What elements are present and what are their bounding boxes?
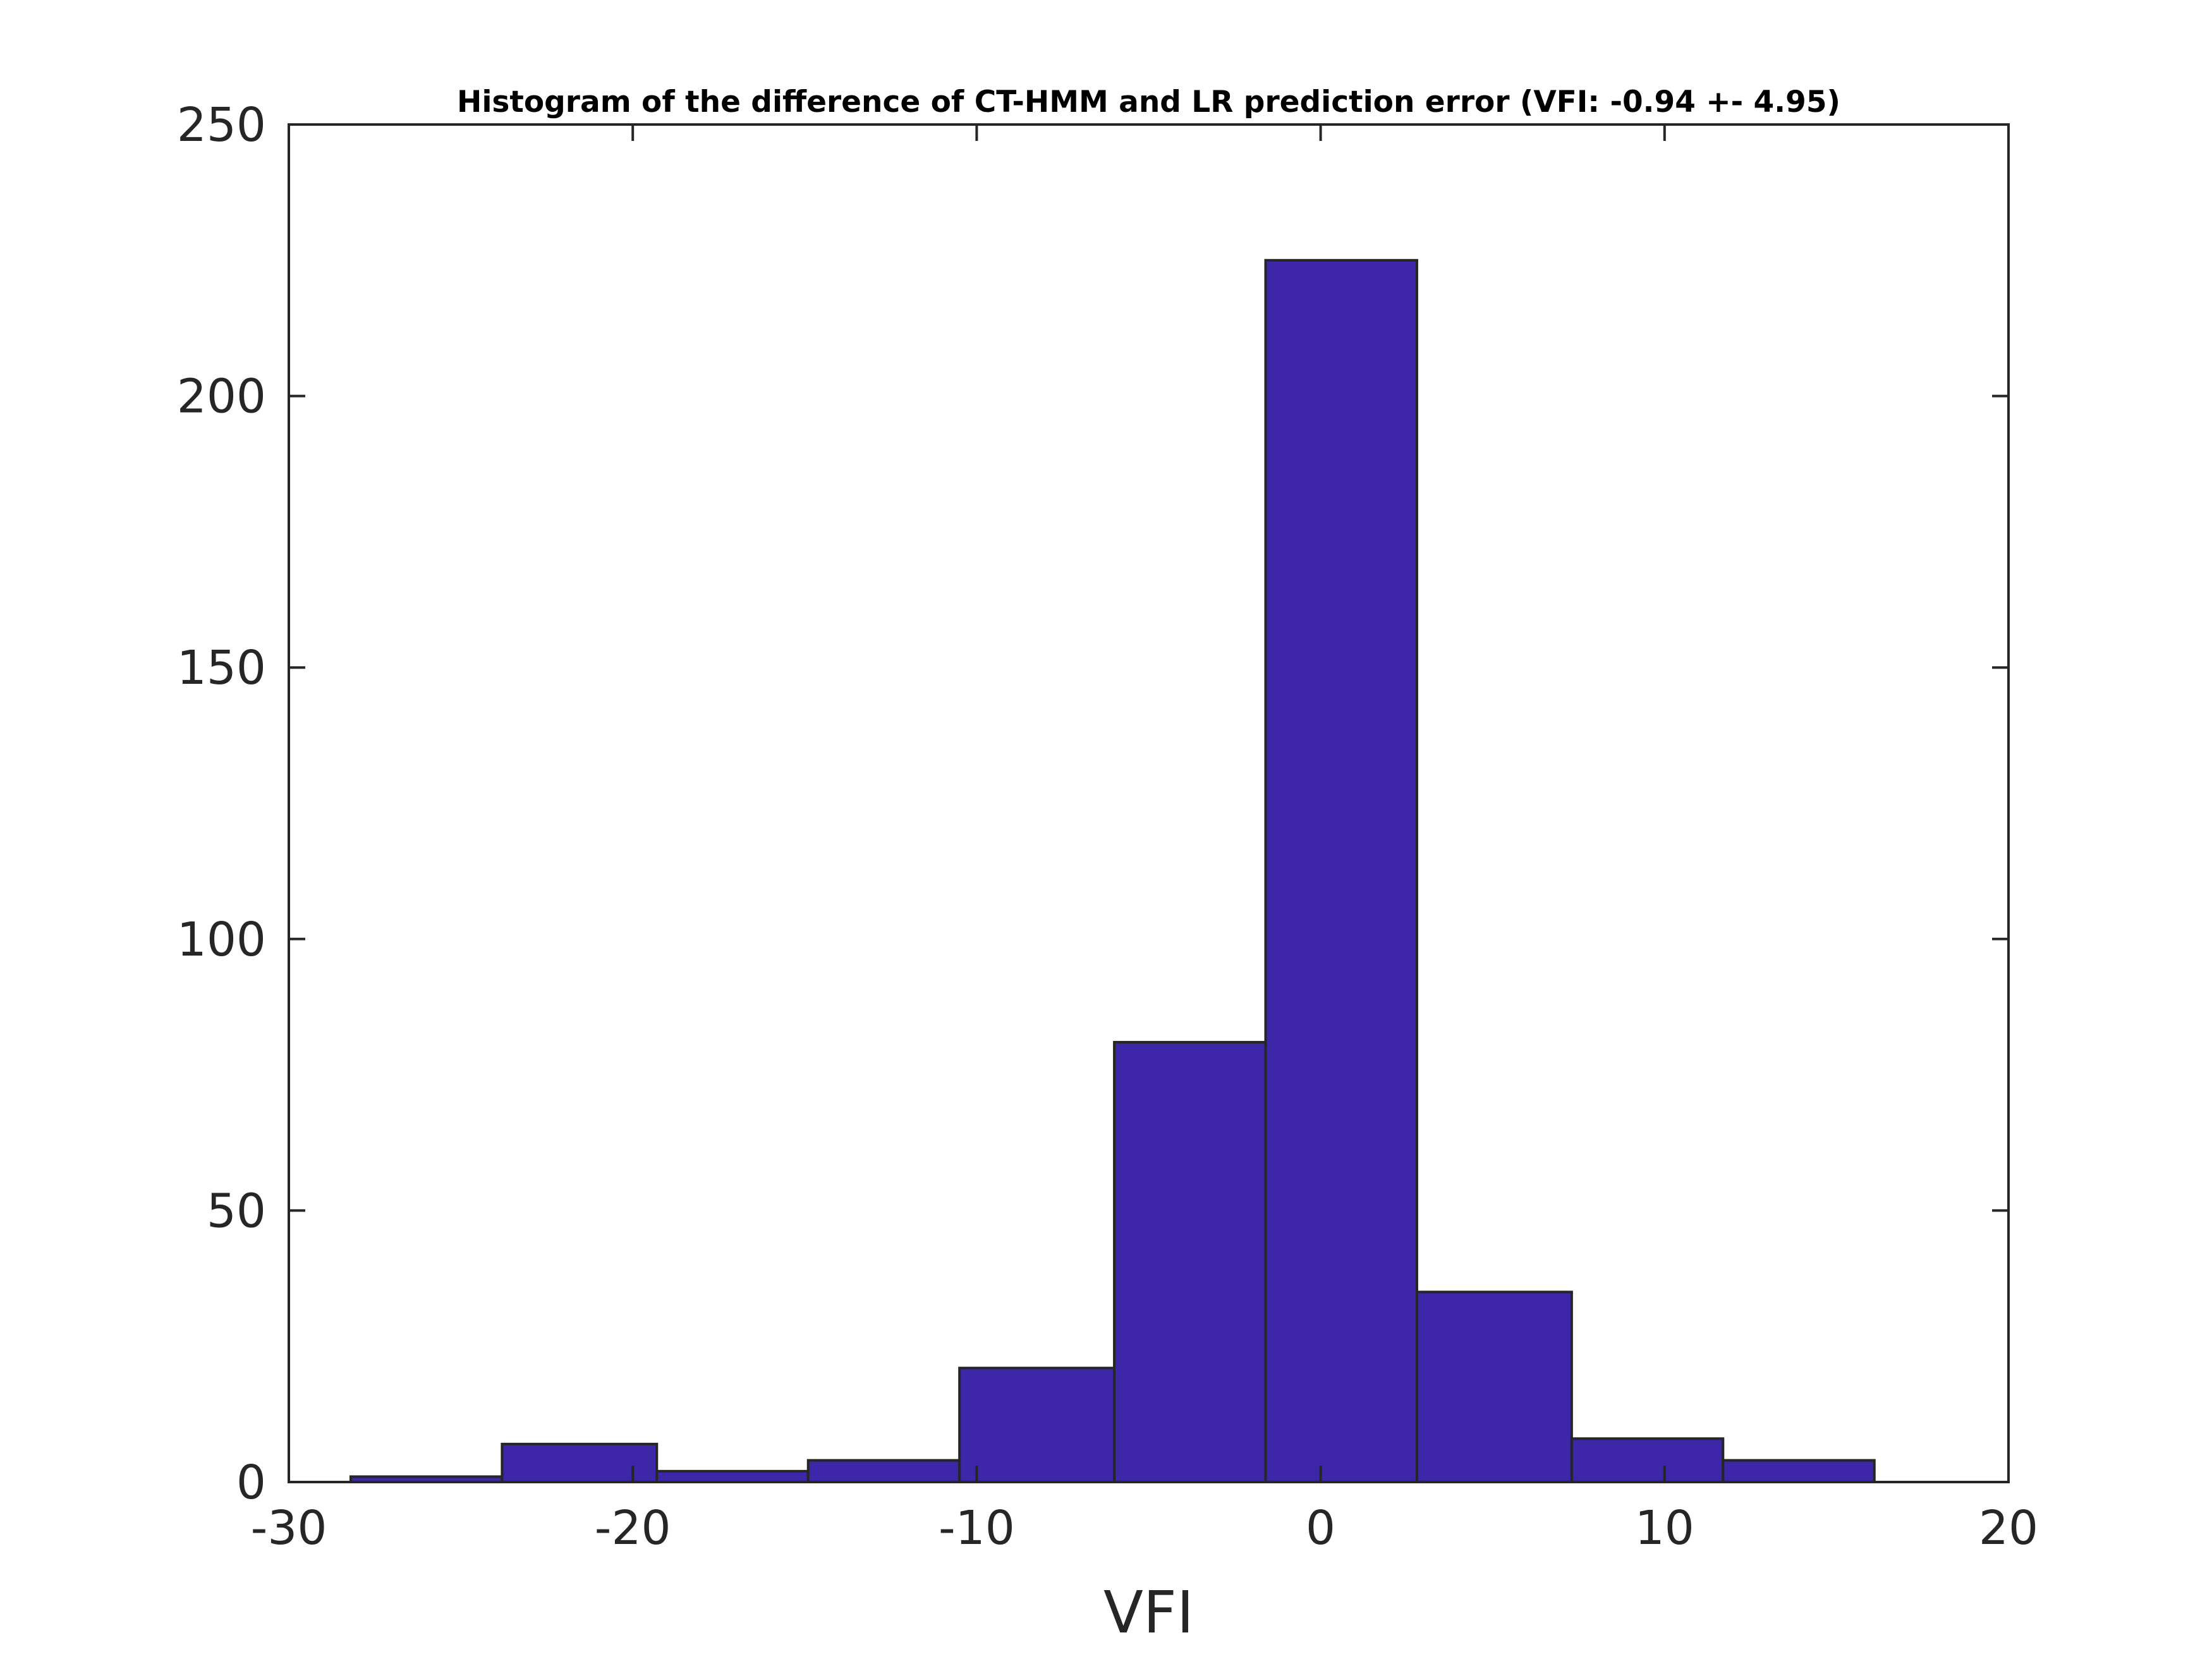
y-tick-label: 150 [177,641,266,695]
y-tick-label: 100 [177,913,266,967]
y-tick-label: 250 [177,98,266,152]
y-tick-label: 0 [236,1455,266,1510]
x-tick-label: 20 [1979,1501,2038,1555]
axes-box [288,123,2010,1483]
x-tick-label: -10 [939,1501,1015,1555]
x-tick-label: 10 [1635,1501,1694,1555]
histogram-bar [655,1469,810,1483]
y-tick-label: 50 [207,1184,266,1238]
histogram-bar [958,1366,1116,1484]
x-tick-label: -20 [595,1501,671,1555]
histogram-bar [1264,258,1418,1483]
histogram-bar [1570,1437,1725,1483]
chart-title: Histogram of the difference of CT-HMM an… [457,85,1840,119]
x-axis-label: VFI [1103,1579,1194,1646]
x-tick-label: -30 [251,1501,327,1555]
x-tick-label: 0 [1306,1501,1335,1555]
histogram-bar [1722,1459,1876,1484]
histogram-bar [806,1459,961,1484]
histogram-bar [1415,1291,1573,1484]
histogram-bar [501,1442,659,1483]
histogram-bars [349,258,1876,1484]
histogram-bar [1113,1041,1267,1483]
y-tick-label: 200 [177,370,266,424]
